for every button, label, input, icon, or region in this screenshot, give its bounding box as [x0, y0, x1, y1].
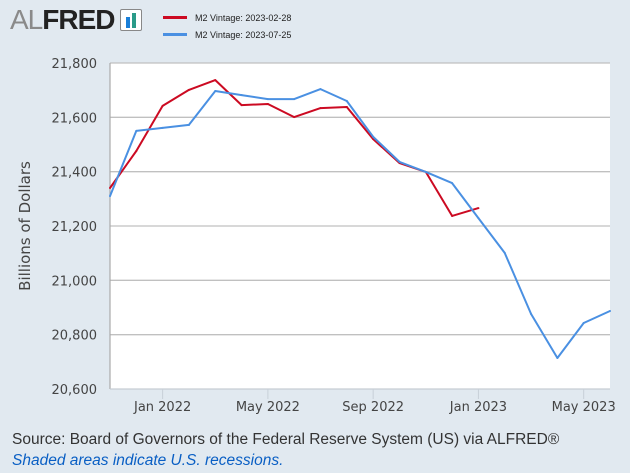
data-point[interactable] [345, 100, 348, 103]
data-point[interactable] [451, 182, 454, 185]
y-axis-title: Billions of Dollars [16, 161, 34, 291]
data-point[interactable] [135, 129, 138, 132]
data-point[interactable] [345, 106, 348, 109]
grid-lines [109, 62, 610, 390]
legend-swatch-blue [163, 33, 187, 36]
source-text: Source: Board of Governors of the Federa… [12, 431, 560, 448]
data-point[interactable] [293, 98, 296, 101]
data-point[interactable] [293, 116, 296, 119]
footer: Source: Board of Governors of the Federa… [12, 429, 559, 471]
data-point[interactable] [161, 104, 164, 107]
y-axis: 20,600 20,800 21,000 21,200 21,400 21,600 21,8… [52, 57, 98, 398]
data-point[interactable] [214, 89, 217, 92]
x-tick-label: Sep 2022 [342, 400, 404, 415]
data-point[interactable] [161, 126, 164, 129]
data-point[interactable] [530, 313, 533, 316]
data-point[interactable] [187, 88, 190, 91]
x-tick-label: May 2023 [552, 400, 616, 415]
data-point[interactable] [135, 150, 138, 153]
data-point[interactable] [372, 135, 375, 138]
y-tick-label: 21,000 [52, 274, 98, 289]
legend: M2 Vintage: 2023-02-28 M2 Vintage: 2023-… [163, 10, 291, 44]
x-tick-label: Jan 2022 [133, 400, 191, 415]
data-point[interactable] [503, 251, 506, 254]
data-point[interactable] [556, 357, 559, 360]
legend-swatch-red [163, 16, 187, 19]
data-point[interactable] [398, 160, 401, 163]
alfred-logo[interactable]: AL FRED [10, 4, 143, 35]
data-point[interactable] [109, 186, 111, 189]
y-tick-label: 20,600 [52, 383, 98, 398]
data-point[interactable] [319, 107, 322, 110]
data-point[interactable] [109, 195, 111, 198]
y-tick-label: 21,200 [52, 220, 98, 235]
data-point[interactable] [477, 207, 480, 210]
legend-label: M2 Vintage: 2023-07-25 [195, 29, 292, 40]
data-point[interactable] [424, 170, 427, 173]
bar-chart-icon [120, 9, 143, 31]
data-point[interactable] [266, 98, 269, 101]
series-line-blue[interactable] [109, 88, 611, 359]
data-point[interactable] [214, 79, 217, 82]
y-tick-label: 20,800 [52, 329, 98, 344]
data-point[interactable] [266, 103, 269, 106]
y-tick-label: 21,600 [52, 111, 98, 126]
data-point[interactable] [240, 104, 243, 107]
logo-fred-text: FRED [42, 4, 115, 35]
x-tick-label: Jan 2023 [449, 400, 507, 415]
recession-note: Shaded areas indicate U.S. recessions. [12, 452, 284, 469]
legend-item-red[interactable]: M2 Vintage: 2023-02-28 [163, 10, 291, 25]
data-point[interactable] [477, 217, 480, 220]
data-point[interactable] [609, 310, 611, 313]
x-tick-label: May 2022 [236, 400, 300, 415]
logo-al-text: AL [10, 4, 43, 35]
y-tick-label: 21,400 [52, 166, 98, 181]
x-axis: Jan 2022 May 2022 Sep 2022 Jan 2023 May 2023 [133, 389, 616, 415]
data-point[interactable] [451, 214, 454, 217]
data-point[interactable] [319, 88, 322, 91]
legend-label: M2 Vintage: 2023-02-28 [195, 12, 292, 23]
legend-item-blue[interactable]: M2 Vintage: 2023-07-25 [163, 27, 291, 42]
data-point[interactable] [582, 321, 585, 324]
series-lines [109, 79, 611, 360]
data-point[interactable] [240, 94, 243, 97]
y-tick-label: 21,800 [52, 57, 98, 72]
data-point[interactable] [187, 123, 190, 126]
chart-header: AL FRED M2 Vintage: 2023-02-28 M2 Vintage… [0, 0, 630, 40]
